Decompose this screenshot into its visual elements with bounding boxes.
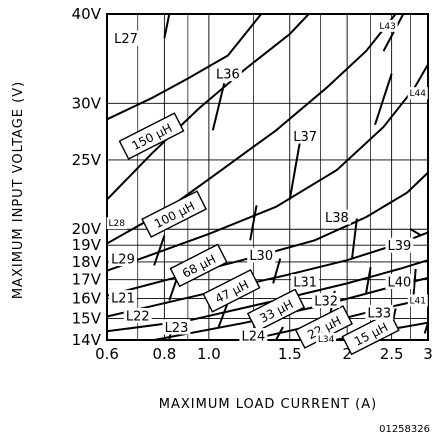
- region-label-bg: [312, 292, 341, 308]
- inductance-box: [141, 190, 208, 238]
- region-divider-10: [365, 267, 372, 293]
- boundary-line-8: [248, 297, 429, 341]
- region-label: L39: [388, 239, 412, 254]
- x-tick-label: 2: [342, 345, 352, 363]
- y-tick-label: 14V: [72, 331, 102, 349]
- region-label-bg: [106, 217, 127, 230]
- y-tick-label: 16V: [72, 290, 102, 308]
- x-axis-title: MAXIMUM LOAD CURRENT (A): [159, 397, 377, 412]
- y-tick-label: 15V: [72, 310, 102, 328]
- region-label-bg: [316, 332, 337, 345]
- region-label: L32: [314, 294, 338, 309]
- region-label-bg: [385, 274, 414, 290]
- x-tick-labels: 0.6 0.8 1.0 1.5 2 2.5 3: [95, 345, 433, 363]
- region-divider-16: [275, 326, 284, 341]
- region-label: L44: [410, 89, 427, 99]
- y-tick-label: 17V: [72, 271, 102, 289]
- region-divider-8: [272, 258, 282, 284]
- region-label: L29: [111, 253, 135, 268]
- region-divider-5: [249, 205, 258, 241]
- region-label: L24: [241, 330, 265, 345]
- inductance-label-4: 47 μH: [202, 268, 261, 313]
- region-label-bg: [407, 294, 428, 307]
- boundary-line-12: [410, 228, 422, 237]
- region-label-bg: [108, 251, 137, 267]
- region-label-bg: [213, 66, 242, 82]
- region-label-bg: [385, 237, 414, 253]
- region-divider-1: [163, 13, 171, 39]
- region-divider-12: [217, 302, 229, 328]
- inductance-box: [118, 112, 185, 160]
- region-divider-3: [288, 140, 302, 200]
- inductance-label-2: 100 μH: [141, 190, 208, 238]
- region-label: L37: [293, 130, 317, 145]
- plot-border: [106, 13, 429, 341]
- y-axis-title: MAXIMUM INPUT VOLTAGE (V): [11, 81, 26, 299]
- region-label: L31: [293, 276, 317, 291]
- region-label-bg: [291, 128, 320, 144]
- region-label: L43: [379, 22, 395, 32]
- region-boundaries: [106, 13, 429, 341]
- region-label: L27: [114, 32, 138, 47]
- x-tick-label: 0.8: [152, 345, 176, 363]
- region-label-bg: [162, 319, 191, 335]
- region-label: L40: [388, 276, 412, 291]
- region-label-bg: [123, 307, 152, 323]
- y-tick-label: 25V: [72, 151, 102, 169]
- region-label: L33: [367, 306, 391, 321]
- plot-frame: [106, 13, 429, 341]
- region-label-bg: [322, 209, 351, 225]
- y-tick-label: 18V: [72, 253, 102, 271]
- region-label-bg: [108, 290, 137, 306]
- region-label: L36: [216, 68, 240, 83]
- region-label: L21: [111, 292, 135, 307]
- region-label: L23: [165, 321, 189, 336]
- region-label-bg: [365, 304, 394, 320]
- x-tick-label: 0.6: [95, 345, 119, 363]
- region-divider-2: [211, 83, 226, 131]
- x-tick-label: 3: [423, 345, 433, 363]
- region-label-bg: [407, 87, 428, 100]
- region-label: L34: [318, 335, 335, 345]
- x-tick-label: 1.5: [278, 345, 302, 363]
- region-label-bg: [112, 30, 141, 46]
- boundary-line-11: [382, 13, 405, 52]
- region-divider-9: [168, 279, 178, 301]
- inductance-box: [341, 311, 400, 356]
- x-tick-label: 2.5: [380, 345, 404, 363]
- figure-id: 01258326: [379, 424, 430, 435]
- inductance-label-1: 150 μH: [118, 112, 185, 160]
- region-divider-4: [374, 73, 393, 126]
- grid: [106, 13, 429, 341]
- inductance-label-5: 33 μH: [246, 288, 306, 333]
- region-label-bg: [291, 274, 320, 290]
- inductance-box: [169, 243, 228, 288]
- region-label: L22: [126, 309, 150, 324]
- y-tick-label: 40V: [72, 5, 102, 23]
- inductance-box: [202, 268, 261, 313]
- x-tick-label: 1.0: [197, 345, 221, 363]
- region-label: L41: [410, 296, 426, 306]
- region-label: L30: [249, 249, 273, 264]
- region-label-bg: [239, 328, 268, 344]
- region-label: L38: [325, 211, 349, 226]
- y-tick-label: 30V: [72, 94, 102, 112]
- y-tick-label: 19V: [72, 236, 102, 254]
- region-divider-7: [351, 218, 358, 259]
- region-labels: L27 L36 L43 L44 L37 L28 L38 L39 L29 L30 L31 L40 L21 L…: [106, 19, 428, 345]
- region-label-bg: [247, 247, 276, 263]
- region-label: L28: [108, 219, 125, 229]
- boundary-line-10: [106, 13, 262, 121]
- y-tick-label: 20V: [72, 220, 102, 238]
- region-label-bg: [377, 19, 398, 32]
- region-divider-6: [153, 235, 166, 266]
- inductance-box: [246, 288, 306, 333]
